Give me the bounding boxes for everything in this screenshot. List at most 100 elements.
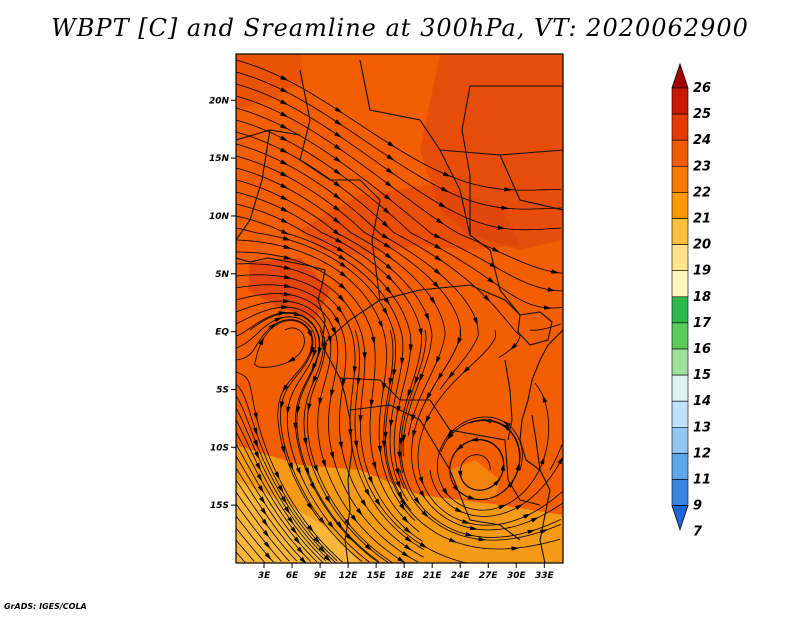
streamline-arrow xyxy=(497,225,506,230)
lon-tick-label: 33E xyxy=(535,571,555,581)
streamline-arrow xyxy=(435,217,444,225)
colorbar-label: 18 xyxy=(693,290,711,305)
streamline-arrow xyxy=(286,406,291,415)
streamline-arrow xyxy=(296,406,301,415)
streamline-arrow xyxy=(280,99,289,106)
warm-region-center xyxy=(300,185,520,255)
lake-victoria xyxy=(517,311,553,346)
colorbar-label: 11 xyxy=(693,473,711,488)
streamline xyxy=(549,444,563,471)
streamline-arrow xyxy=(457,337,462,346)
colorbar-swatch xyxy=(671,139,689,167)
streamline-arrow xyxy=(483,418,492,424)
streamline-arrow xyxy=(280,87,289,93)
streamline-arrow xyxy=(280,135,289,142)
lat-tick-label: 5S xyxy=(216,385,229,395)
streamline-arrow xyxy=(293,422,298,431)
streamline-arrow xyxy=(261,518,269,527)
streamline-arrow xyxy=(384,286,392,294)
colorbar-swatch xyxy=(671,374,689,402)
streamline-arrow xyxy=(278,311,287,316)
colorbar-swatch xyxy=(671,87,689,115)
streamline-arrow xyxy=(345,533,353,541)
streamline-arrow xyxy=(338,282,347,290)
streamline-arrow xyxy=(438,202,447,209)
streamline-arrow xyxy=(364,543,373,551)
streamline-arrow xyxy=(283,283,293,289)
streamline-arrow xyxy=(280,123,289,130)
streamline-arrow xyxy=(543,305,553,310)
streamline-arrow xyxy=(419,542,428,549)
streamline-arrow xyxy=(304,467,310,476)
streamline-arrow xyxy=(280,194,289,201)
streamline-arrow xyxy=(377,320,383,329)
streamline-arrow xyxy=(295,467,302,476)
streamline-arrow xyxy=(317,347,322,356)
streamline-arrow xyxy=(510,342,518,351)
streamline-arrow xyxy=(384,194,392,201)
streamline-arrow xyxy=(309,482,316,491)
streamline-arrow xyxy=(397,491,403,500)
streamline-arrow xyxy=(355,508,363,516)
streamline-arrow xyxy=(352,366,357,375)
streamline-arrow xyxy=(364,488,370,497)
streamline-arrow xyxy=(408,344,413,353)
streamline-arrow xyxy=(337,294,345,302)
streamline-arrow xyxy=(385,263,393,271)
streamline xyxy=(399,469,561,541)
streamline-arrow xyxy=(392,369,397,378)
streamline-arrow xyxy=(421,510,429,518)
streamline xyxy=(236,467,305,562)
streamline-arrow xyxy=(387,141,396,148)
lat-tick-label: 10S xyxy=(210,443,229,453)
streamline-arrow xyxy=(383,297,391,306)
streamline-arrow xyxy=(280,171,289,178)
streamline-arrow xyxy=(395,468,400,477)
lake-tanganyika xyxy=(504,359,513,441)
streamline-arrow xyxy=(433,268,442,276)
streamline-arrow xyxy=(414,376,420,385)
streamline-arrow xyxy=(339,271,348,278)
streamline-arrow xyxy=(358,415,363,424)
streamline-arrow xyxy=(469,437,479,442)
colorbar-label: 23 xyxy=(693,159,711,174)
colorbar-swatch xyxy=(671,218,689,245)
streamline-arrow xyxy=(335,237,344,244)
streamline-arrow xyxy=(515,504,524,510)
border-g xyxy=(236,129,301,241)
streamline-arrow xyxy=(399,437,404,447)
streamline xyxy=(236,407,332,562)
streamline-arrow xyxy=(435,356,441,365)
streamline xyxy=(429,459,562,517)
streamline-arrow xyxy=(330,389,335,398)
streamline xyxy=(236,119,563,309)
streamline-arrow xyxy=(384,252,393,260)
streamline-arrow xyxy=(377,445,382,454)
warm-region-nw xyxy=(236,54,305,110)
streamline xyxy=(236,383,338,562)
lon-tick-label: 6E xyxy=(286,571,299,581)
streamline-arrow xyxy=(367,476,373,485)
streamline-arrow xyxy=(318,397,323,406)
streamline xyxy=(236,167,446,436)
warm-region-west xyxy=(248,258,330,320)
streamline-arrow xyxy=(339,261,348,269)
streamline-arrow xyxy=(283,506,291,515)
streamline-arrow xyxy=(360,499,367,508)
streamline-arrow xyxy=(287,356,296,363)
streamline-arrow xyxy=(429,296,436,305)
streamline xyxy=(236,215,409,502)
streamline-arrow xyxy=(312,349,318,358)
streamline xyxy=(236,300,406,563)
streamline-arrow xyxy=(293,311,302,316)
colorbar-swatch xyxy=(671,453,689,480)
colorbar-swatch xyxy=(671,113,689,141)
streamline-arrow xyxy=(324,495,331,504)
streamline-arrow xyxy=(400,357,405,366)
streamline-arrow xyxy=(469,525,478,531)
streamline-arrow xyxy=(322,342,328,351)
streamline-arrow xyxy=(551,269,560,274)
streamline-arrow xyxy=(263,541,271,549)
streamline xyxy=(236,395,336,563)
streamline-arrow xyxy=(310,346,315,355)
